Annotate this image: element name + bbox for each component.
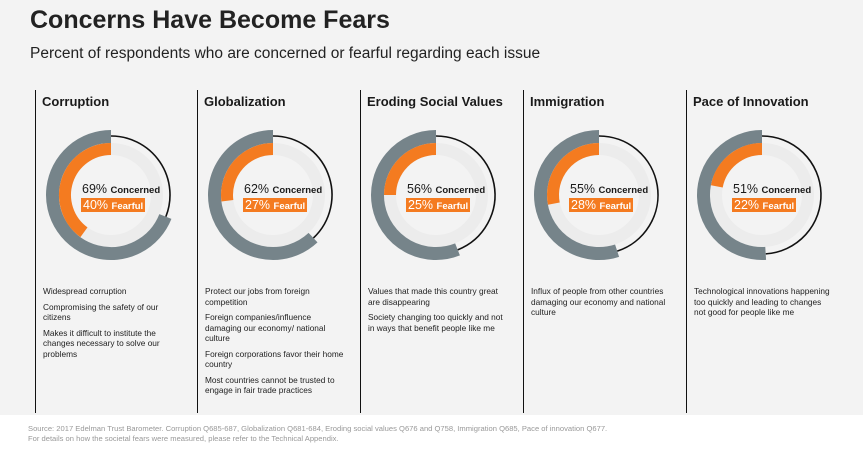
fearful-word: Fearful xyxy=(436,201,469,212)
fearful-word: Fearful xyxy=(762,201,795,212)
concerned-label: 51% Concerned xyxy=(733,182,811,196)
concerned-value: 51% xyxy=(733,182,759,196)
concerned-value: 56% xyxy=(407,182,433,196)
remaining-arc xyxy=(272,135,333,239)
note-item: Protect our jobs from foreign competitio… xyxy=(205,286,310,307)
panel-title: Pace of Innovation xyxy=(693,94,809,109)
fearful-label: 40% Fearful xyxy=(81,198,146,212)
note-item: Widespread corruption xyxy=(43,286,127,296)
fearful-value: 25% xyxy=(408,198,434,212)
note-item: Influx of people from other countries da… xyxy=(531,286,666,317)
concerned-word: Concerned xyxy=(598,185,649,196)
concerned-arc xyxy=(371,130,460,260)
panel-eroding-social-values: Eroding Social Values 56% Concerned 25% … xyxy=(360,90,524,413)
donut-chart xyxy=(46,130,172,260)
concerned-arc xyxy=(697,130,767,260)
note-item: Society changing too quickly and not in … xyxy=(368,312,503,333)
fearful-arc xyxy=(384,143,437,196)
fearful-label: 28% Fearful xyxy=(569,198,634,212)
panel-title: Eroding Social Values xyxy=(367,94,503,109)
fearful-value: 28% xyxy=(571,198,597,212)
concerned-word: Concerned xyxy=(272,185,323,196)
concerned-value: 69% xyxy=(82,182,108,196)
panel-pace-of-innovation: Pace of Innovation 51% Concerned 22% Fea… xyxy=(686,90,863,413)
concerned-word: Concerned xyxy=(761,185,812,196)
concerned-label: 62% Concerned xyxy=(244,182,322,196)
note-item: Makes it difficult to institute the chan… xyxy=(43,327,160,359)
notes-list: Technological innovations happening too … xyxy=(694,286,834,323)
source-note: Source: 2017 Edelman Trust Barometer. Co… xyxy=(28,424,668,444)
notes-list: Protect our jobs from foreign competitio… xyxy=(205,286,345,401)
fearful-arc xyxy=(547,143,600,205)
concerned-arc xyxy=(46,130,172,260)
concerned-label: 69% Concerned xyxy=(82,182,160,196)
note-item: Most countries cannot be trusted to enga… xyxy=(205,374,335,396)
concerned-arc xyxy=(534,130,620,260)
page-subtitle: Percent of respondents who are concerned… xyxy=(30,45,541,62)
source-details: For details on how the societal fears we… xyxy=(28,434,339,443)
notes-list: Influx of people from other countries da… xyxy=(531,286,671,323)
notes-list: Values that made this country great are … xyxy=(368,286,508,338)
panel-globalization: Globalization 62% Concerned 27% Fearful … xyxy=(197,90,361,413)
fearful-arc xyxy=(710,143,763,188)
panel-title: Globalization xyxy=(204,94,286,109)
donut-chart xyxy=(371,130,496,260)
concerned-value: 55% xyxy=(570,182,596,196)
panel-title: Immigration xyxy=(530,94,605,109)
concerned-arc xyxy=(208,130,318,260)
donut-chart xyxy=(697,130,822,260)
fearful-value: 40% xyxy=(83,198,109,212)
panel-title: Corruption xyxy=(42,94,110,109)
source-text: Source: 2017 Edelman Trust Barometer. Co… xyxy=(28,424,608,433)
notes-list: Widespread corruption Compromising the sa… xyxy=(43,286,183,364)
fearful-label: 27% Fearful xyxy=(243,198,308,212)
fearful-word: Fearful xyxy=(273,201,306,212)
concerned-label: 55% Concerned xyxy=(570,182,648,196)
fearful-arc xyxy=(59,143,112,238)
fearful-value: 22% xyxy=(734,198,760,212)
page-title: Concerns Have Become Fears xyxy=(30,6,390,34)
fearful-word: Fearful xyxy=(111,201,144,212)
note-item: Compromising the safety of our citizens xyxy=(43,301,159,323)
panel-corruption: Corruption 69% Concerned 40% Fearful Wid… xyxy=(35,90,198,413)
remaining-arc xyxy=(761,135,822,255)
fearful-label: 25% Fearful xyxy=(406,198,471,212)
note-item: Technological innovations happening too … xyxy=(694,286,830,317)
remaining-arc xyxy=(435,135,496,251)
note-item: Foreign corporations favor their home co… xyxy=(205,348,344,370)
fearful-arc xyxy=(221,143,274,202)
note-item: Foreign companies/influence damaging our… xyxy=(205,312,326,343)
fearful-value: 27% xyxy=(245,198,271,212)
note-item: Values that made this country great are … xyxy=(368,286,498,307)
donut-chart xyxy=(534,130,659,260)
remaining-arc xyxy=(598,135,659,252)
panel-immigration: Immigration 55% Concerned 28% Fearful In… xyxy=(523,90,687,413)
concerned-word: Concerned xyxy=(110,185,161,196)
remaining-arc xyxy=(110,135,171,218)
donut-chart xyxy=(208,130,333,260)
fearful-word: Fearful xyxy=(599,201,632,212)
concerned-value: 62% xyxy=(244,182,270,196)
concerned-word: Concerned xyxy=(435,185,486,196)
fearful-label: 22% Fearful xyxy=(732,198,797,212)
concerned-label: 56% Concerned xyxy=(407,182,485,196)
